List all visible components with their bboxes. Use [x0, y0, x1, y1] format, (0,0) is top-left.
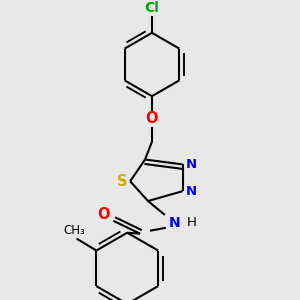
Text: N: N	[169, 216, 181, 230]
Text: H: H	[187, 216, 196, 229]
Text: N: N	[186, 158, 197, 171]
Text: CH₃: CH₃	[64, 224, 86, 237]
Text: Cl: Cl	[145, 1, 159, 15]
Text: O: O	[97, 207, 110, 222]
Text: S: S	[117, 174, 128, 189]
Text: O: O	[146, 111, 158, 126]
Text: N: N	[186, 185, 197, 198]
